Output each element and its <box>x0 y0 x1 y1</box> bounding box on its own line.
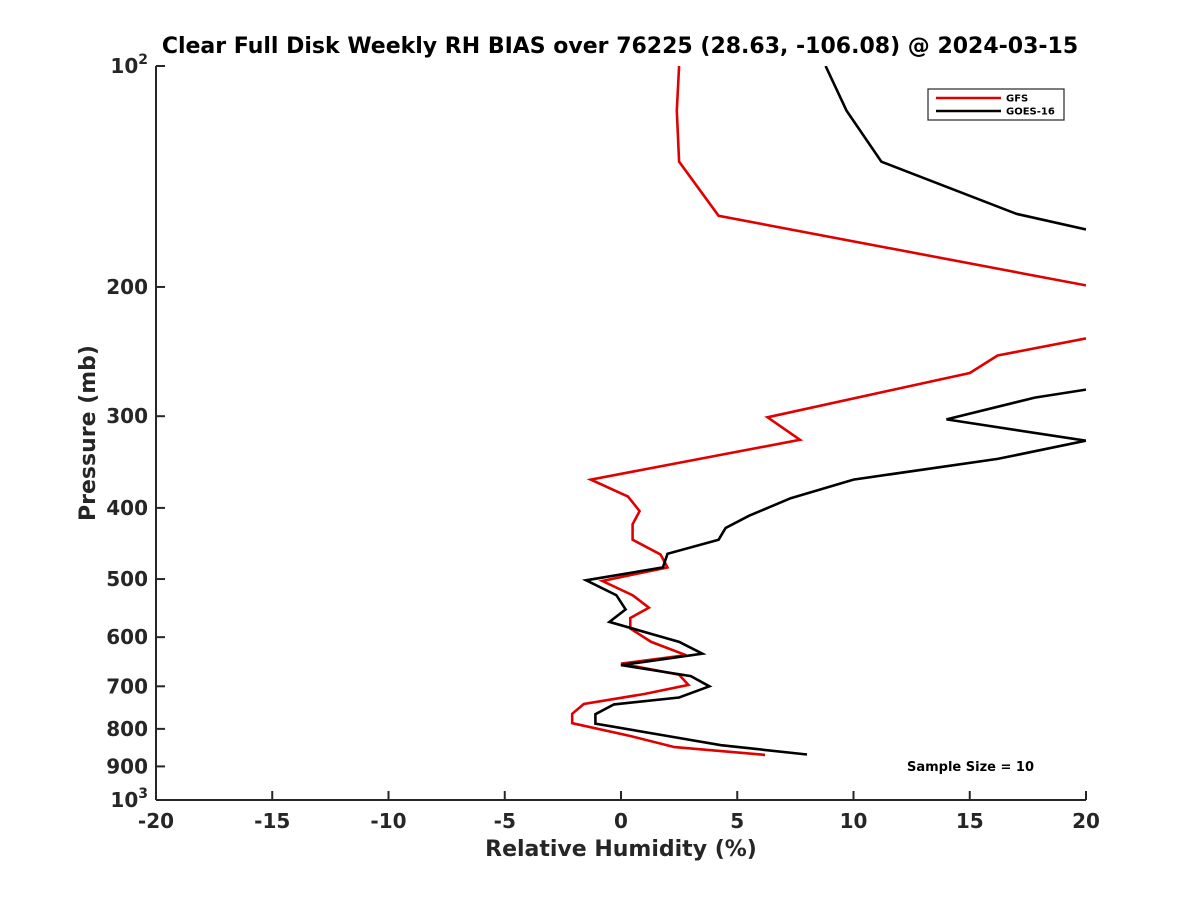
x-ticks: -20 -15 -10 -5 0 5 10 15 20 <box>138 791 1100 833</box>
y-tick-label: 500 <box>106 567 148 591</box>
legend-box <box>927 88 1065 121</box>
y-tick-label: 800 <box>106 717 148 741</box>
legend: GFS GOES-16 <box>927 88 1065 121</box>
series-layer <box>570 66 1086 757</box>
series-line-gfs <box>570 66 1086 757</box>
legend-label-goes16: GOES-16 <box>1006 107 1055 118</box>
x-tick-label: 0 <box>614 809 628 833</box>
y-tick-label: 103 <box>110 786 148 812</box>
chart-title: Clear Full Disk Weekly RH BIAS over 7622… <box>162 34 1078 59</box>
x-tick-label: 20 <box>1072 809 1100 833</box>
y-axis-label: Pressure (mb) <box>76 345 101 521</box>
x-tick-label: 15 <box>956 809 984 833</box>
y-tick-label: 900 <box>106 754 148 778</box>
x-tick-label: 10 <box>840 809 868 833</box>
axes <box>155 66 1086 801</box>
legend-label-gfs: GFS <box>1006 94 1028 105</box>
y-tick-label: 700 <box>106 674 148 698</box>
y-tick-label: 600 <box>106 625 148 649</box>
series-line-goes16 <box>581 66 1086 756</box>
x-tick-label: -5 <box>494 809 516 833</box>
x-tick-label: -15 <box>254 809 290 833</box>
y-tick-label: 300 <box>106 404 148 428</box>
x-axis-label: Relative Humidity (%) <box>485 837 757 862</box>
x-tick-label: 5 <box>730 809 744 833</box>
y-tick-label: 200 <box>106 275 148 299</box>
y-ticks: 102 200 300 400 500 600 700 800 900 103 <box>106 52 165 812</box>
x-tick-label: -20 <box>138 809 174 833</box>
y-tick-label: 102 <box>110 52 148 78</box>
y-tick-label: 400 <box>106 496 148 520</box>
x-tick-label: -10 <box>370 809 406 833</box>
sample-size-annotation: Sample Size = 10 <box>907 760 1034 775</box>
